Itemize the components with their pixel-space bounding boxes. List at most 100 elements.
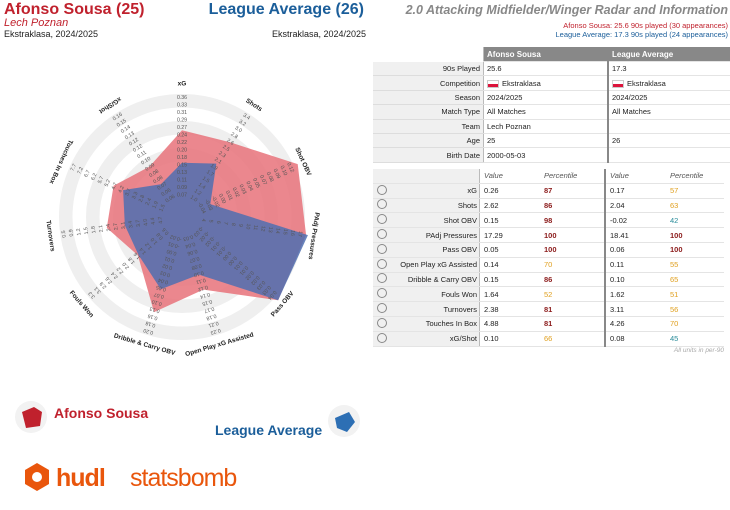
info-header-league: League Average bbox=[607, 47, 730, 62]
radar-tick-label: 0.07 bbox=[189, 255, 200, 264]
stats-row-league-value: 18.41 bbox=[604, 227, 668, 243]
radar-tick-label: 11 bbox=[252, 224, 259, 230]
radar-tick-label: 0.33 bbox=[177, 103, 187, 109]
radar-tick-label: 2.7 bbox=[113, 222, 120, 230]
shot-obv-icon bbox=[377, 214, 387, 225]
radar-tick-label: 0.16 bbox=[112, 112, 124, 123]
stats-row-label: Dribble & Carry OBV bbox=[391, 272, 480, 288]
radar-tick-label: 1.9 bbox=[209, 163, 218, 172]
radar-tick-label: 0.02 bbox=[244, 269, 255, 281]
radar-tick-label: 0.08 bbox=[265, 171, 275, 183]
stats-row-icon-cell bbox=[373, 331, 391, 347]
radar-tick-label: 0.10 bbox=[193, 269, 204, 278]
radar-info-title: 2.0 Attacking Midfielder/Winger Radar an… bbox=[405, 3, 728, 17]
info-header-blank bbox=[373, 47, 484, 62]
radar-tick-label: 1.2 bbox=[76, 228, 83, 236]
radar-tick-label: 0.31 bbox=[177, 110, 187, 116]
info-row: Age 25 26 bbox=[373, 133, 730, 149]
radar-tick-label: 1.0 bbox=[189, 195, 198, 204]
radar-tick-label: 0.00 bbox=[166, 248, 177, 257]
radar-tick-label: 0.5 bbox=[61, 230, 68, 238]
radar-tick-label: 0.02 bbox=[249, 274, 260, 286]
stats-row: xG 0.26 87 0.17 57 bbox=[373, 183, 724, 199]
stats-row-player-percentile: 66 bbox=[542, 331, 605, 347]
radar-tick-label: -0.03 bbox=[203, 198, 213, 211]
radar-tick-label: 0.27 bbox=[177, 125, 187, 131]
radar-tick-label: 0.13 bbox=[124, 131, 136, 142]
radar-tick-label: 0.10 bbox=[278, 165, 288, 177]
radar-tick-label: 0.07 bbox=[258, 174, 268, 186]
radar-tick-label: 2.1 bbox=[213, 157, 222, 166]
radar-tick-label: 0.09 bbox=[177, 185, 187, 191]
radar-tick-label: 0.10 bbox=[151, 298, 162, 307]
stats-row-league-percentile: 100 bbox=[668, 227, 724, 243]
player-badge-icon bbox=[15, 401, 47, 433]
stats-row-label: Fouls Won bbox=[391, 286, 480, 303]
radar-tick-label: -0.04 bbox=[196, 201, 206, 214]
info-row-player-value: 25 bbox=[487, 136, 496, 146]
info-row: Competition Ekstraklasa Ekstraklasa bbox=[373, 75, 730, 91]
radar-tick-label: 0.03 bbox=[182, 233, 193, 242]
radar-tick-label: 4.7 bbox=[111, 182, 120, 191]
radar-tick-label: 0.15 bbox=[201, 298, 212, 307]
radar-tick-label: 0.13 bbox=[149, 305, 160, 314]
radar-tick-label: 17 bbox=[296, 231, 303, 238]
stats-row-player-percentile: 52 bbox=[542, 286, 605, 303]
stats-row-label: PAdj Pressures bbox=[391, 227, 480, 243]
radar-tick-label: 3.3 bbox=[131, 191, 140, 200]
info-row-player-value: Lech Poznan bbox=[487, 121, 531, 131]
radar-tick-label: 7.2 bbox=[76, 166, 85, 175]
stats-row-player-value: 0.15 bbox=[479, 212, 542, 229]
radar-tick-label: 0.17 bbox=[203, 305, 214, 314]
league-title: League Average (26) bbox=[208, 1, 364, 18]
league-area bbox=[123, 162, 308, 301]
stats-row: Fouls Won 1.64 52 1.62 51 bbox=[373, 286, 724, 303]
info-row-league: Ekstraklasa bbox=[607, 75, 730, 91]
radar-tick-label: 1.9 bbox=[152, 200, 161, 209]
stats-row-player-percentile: 100 bbox=[542, 227, 605, 243]
stats-row-player-percentile: 100 bbox=[542, 242, 605, 258]
stats-row-league-percentile: 51 bbox=[668, 286, 724, 303]
info-row-league-value: All Matches bbox=[612, 107, 651, 117]
radar-tick-label: 5.7 bbox=[97, 175, 106, 184]
radar-tick-label: 3.1 bbox=[120, 221, 127, 229]
stats-row-player-percentile: 86 bbox=[542, 198, 605, 214]
radar-tick-label: 6.2 bbox=[90, 172, 99, 181]
info-row-label: Season bbox=[373, 90, 484, 106]
radar-tick-label: -0.02 bbox=[169, 233, 182, 242]
radar-tick-label: 0.02 bbox=[231, 187, 241, 199]
radar-tick-label: 9 bbox=[237, 224, 243, 228]
stats-row-player-value: 2.38 bbox=[479, 301, 542, 317]
info-row-player-value: All Matches bbox=[487, 107, 526, 117]
stats-row-player-value: 2.62 bbox=[479, 198, 542, 214]
radar-tick-label: 1.8 bbox=[91, 226, 98, 234]
info-row: Team Lech Poznan bbox=[373, 119, 730, 134]
info-row-player: All Matches bbox=[483, 104, 608, 120]
radar-tick-label: 2.1 bbox=[98, 224, 105, 232]
radar-tick-label: 0.01 bbox=[238, 265, 249, 277]
stats-row-player-value: 4.88 bbox=[479, 316, 542, 332]
stats-row-league-percentile: 45 bbox=[668, 331, 724, 347]
info-row: Birth Date 2000-05-03 bbox=[373, 147, 730, 163]
radar-tick-label: 0.20 bbox=[177, 148, 187, 154]
radar-tick-label: 0.07 bbox=[177, 193, 187, 199]
radar-tick-label: 0.03 bbox=[160, 269, 171, 278]
radar-tick-label: 1.5 bbox=[83, 227, 90, 235]
info-row-label: Match Type bbox=[373, 104, 484, 120]
stats-row-player-percentile: 70 bbox=[542, 257, 605, 273]
radar-tick-label: 3.0 bbox=[234, 125, 243, 134]
logo-text-statsbomb: statsbomb bbox=[130, 464, 237, 492]
radar-tick-label: 0.11 bbox=[195, 276, 206, 285]
radar-tick-label: -0.02 bbox=[210, 195, 220, 208]
radar-tick-label: 1.8 bbox=[127, 256, 136, 265]
radar-tick-label: 0.06 bbox=[186, 248, 197, 257]
stats-row-league-percentile: 65 bbox=[668, 272, 724, 288]
radar-tick-label: 0.22 bbox=[177, 140, 187, 146]
stats-header-icon bbox=[373, 169, 391, 184]
stats-row-icon-cell bbox=[373, 316, 391, 332]
radar-tick-label: 0.18 bbox=[177, 155, 187, 161]
radar-tick-label: 0.18 bbox=[205, 312, 216, 321]
dribble-icon bbox=[377, 273, 387, 284]
stats-row-player-percentile: 87 bbox=[542, 183, 605, 199]
radar-tick-label: 1.4 bbox=[197, 182, 206, 191]
